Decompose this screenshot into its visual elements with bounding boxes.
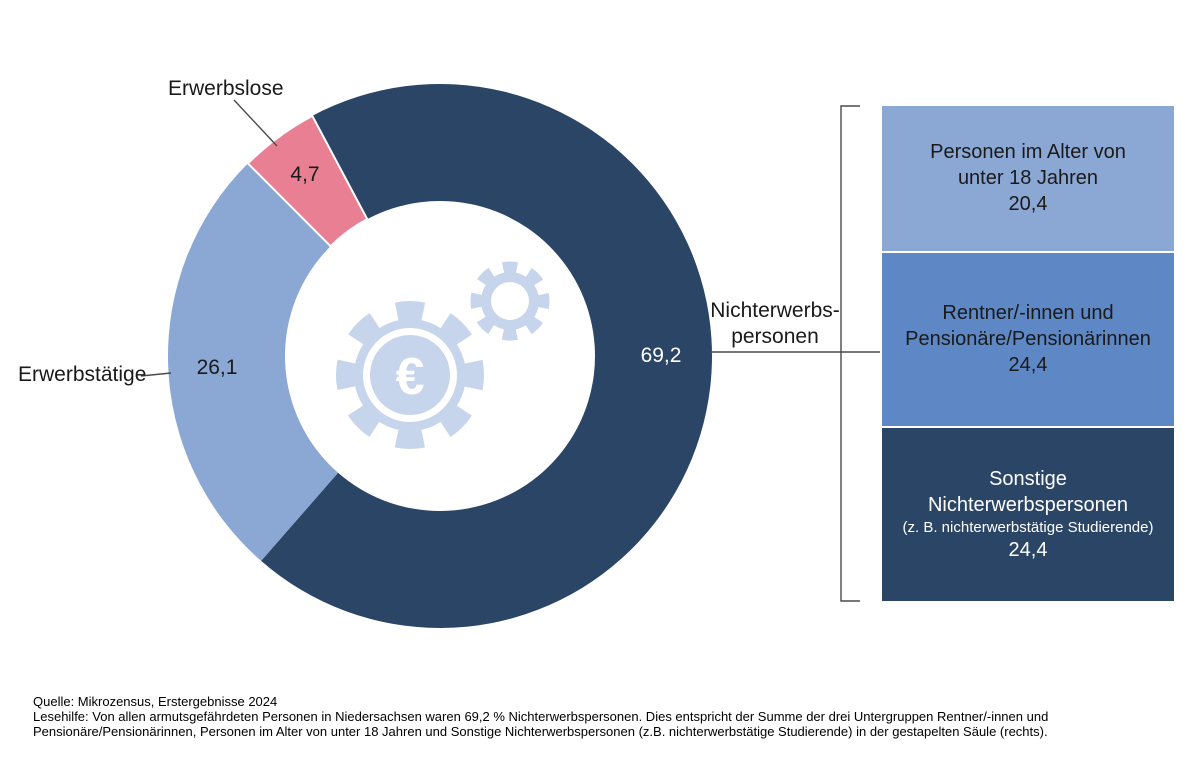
footer: Quelle: Mikrozensus, Erstergebnisse 2024…	[33, 694, 1155, 739]
bar-segment-label-line2: Pensionäre/Pensionärinnen	[905, 328, 1151, 351]
value-erwerbslose: 4,7	[290, 163, 320, 186]
bar-segment-label-line1: Sonstige Nichterwerbspersonen	[927, 467, 1129, 516]
euro-symbol-icon: €	[396, 348, 425, 406]
label-nichterwerbspersonen-line1: Nichterwerbs-	[710, 299, 840, 322]
donut-segment-erwerbslose	[246, 114, 369, 248]
source-note: Quelle: Mikrozensus, Erstergebnisse 2024	[33, 694, 278, 709]
stacked-bar: Personen im Alter von unter 18 Jahren 20…	[882, 106, 1174, 601]
bar-segment-label-line1: Rentner/-innen und	[942, 302, 1114, 325]
reading-help-note: Lesehilfe: Von allen armutsgefährdeten P…	[33, 709, 1049, 739]
donut-chart	[168, 84, 712, 629]
label-erwerbslose: Erwerbslose	[168, 77, 284, 100]
bar-segment-label-line2: (z. B. nichterwerbstätige Studierende)	[902, 518, 1154, 536]
leader-line-erwerbstaetige	[140, 372, 172, 377]
label-erwerbstaetige: Erwerbstätige	[18, 363, 147, 386]
euro-gears-icon: €	[336, 261, 550, 450]
large-gear-icon: €	[336, 301, 484, 450]
bar-segment-value: 20,4	[1008, 193, 1048, 216]
leader-line-erwerbslose	[233, 99, 278, 147]
bar-bracket	[840, 105, 860, 602]
bar-segment-value: 24,4	[1008, 354, 1048, 377]
small-gear-icon	[470, 261, 550, 341]
bar-segment-rentner-pensionaere: Rentner/-innen und Pensionäre/Pensionäri…	[882, 252, 1174, 426]
bar-segment-value: 24,4	[1008, 538, 1048, 561]
donut-segment-nichterwerbspersonen	[261, 84, 712, 629]
bar-segment-label-line2: unter 18 Jahren	[957, 167, 1099, 190]
bar-segment-sonstige: Sonstige Nichterwerbspersonen (z. B. nic…	[882, 427, 1174, 601]
label-nichterwerbspersonen-line2: personen	[731, 325, 819, 348]
bar-segment-under-18: Personen im Alter von unter 18 Jahren 20…	[882, 106, 1174, 251]
value-erwerbstaetige: 26,1	[196, 356, 238, 379]
bar-segment-label-line1: Personen im Alter von	[930, 141, 1126, 164]
label-nichterwerbspersonen: Nichterwerbs- personen	[710, 298, 840, 350]
donut-segment-erwerbst-tige	[168, 163, 339, 561]
value-nichterwerbspersonen: 69,2	[640, 344, 682, 367]
